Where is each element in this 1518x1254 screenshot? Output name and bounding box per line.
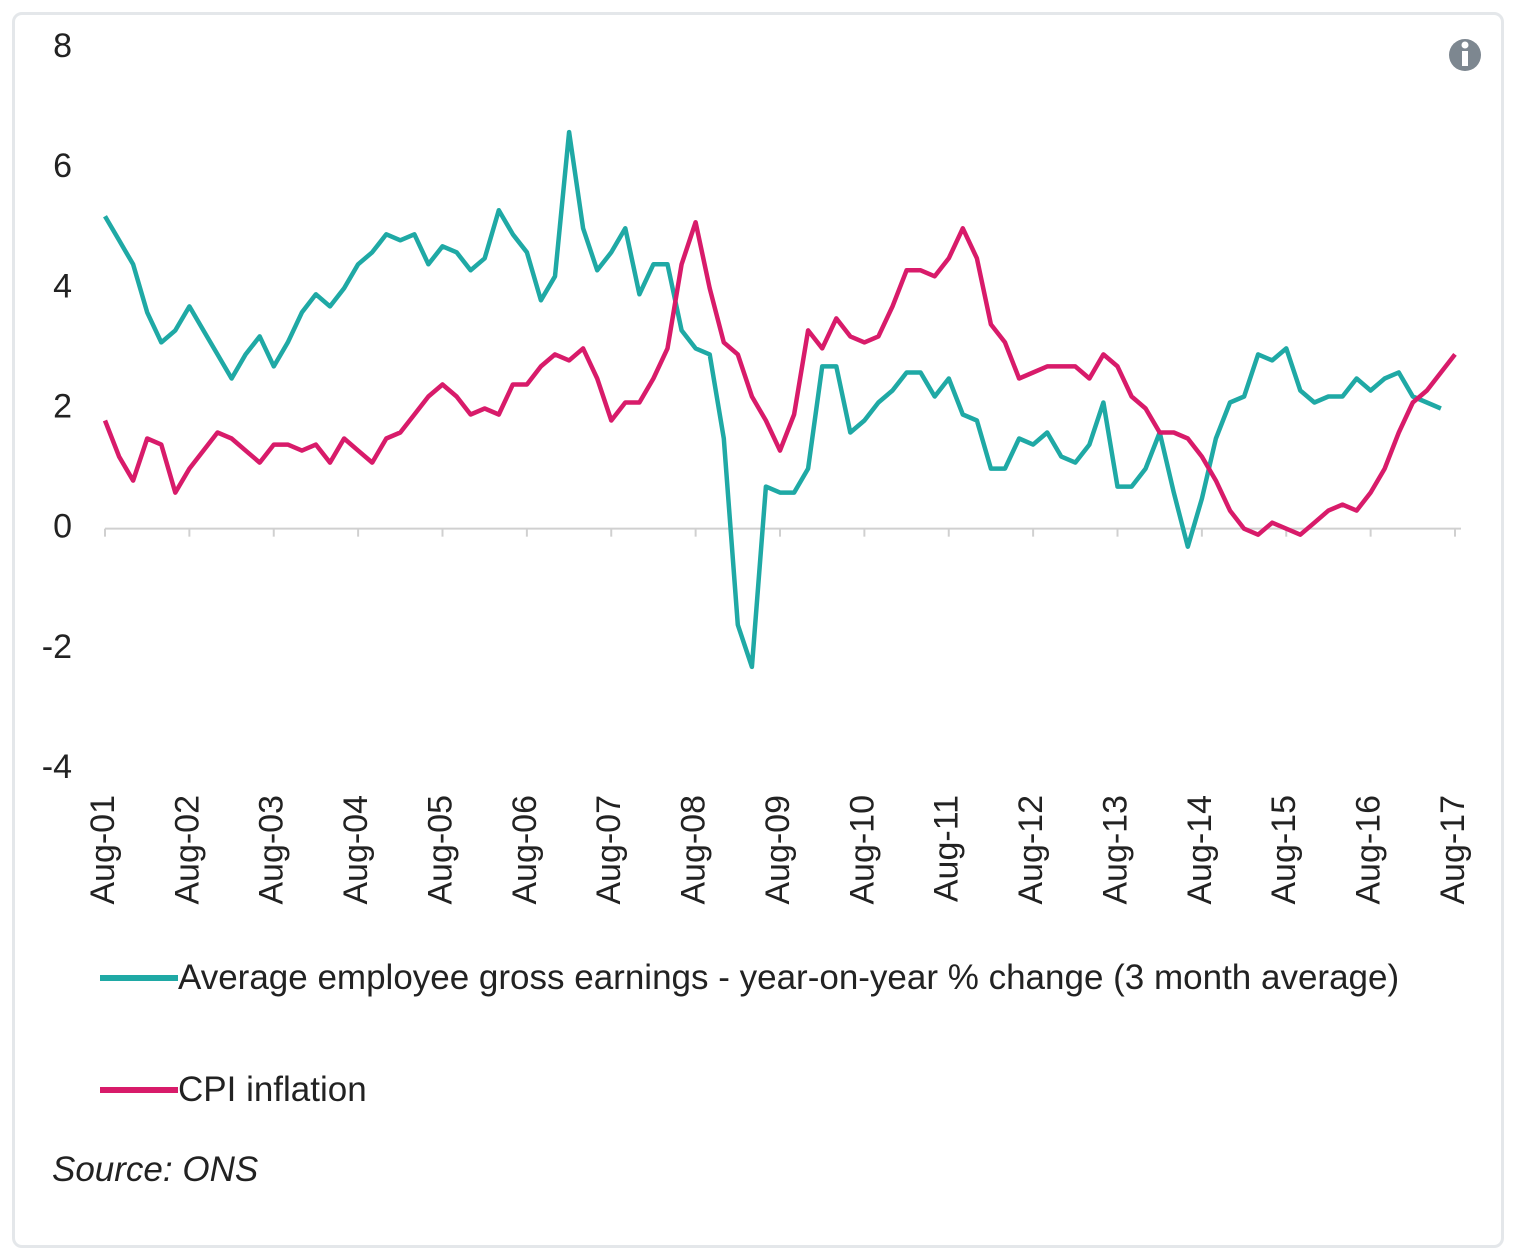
x-tick-label: Aug-14 — [1181, 795, 1219, 905]
series-line — [102, 219, 1457, 537]
card — [12, 12, 1504, 1248]
x-tick-label: Aug-01 — [84, 795, 122, 905]
y-tick-label: 2 — [53, 387, 72, 425]
legend-label: Average employee gross earnings - year-o… — [178, 958, 1400, 997]
x-tick-label: Aug-02 — [168, 795, 206, 905]
source: Source: ONS — [52, 1150, 259, 1189]
x-tick-label: Aug-11 — [928, 795, 966, 902]
x-tick-label: Aug-07 — [590, 795, 628, 905]
y-tick-label: 4 — [53, 267, 72, 305]
x-tick-label: Aug-08 — [675, 795, 713, 905]
legend-entry: CPI inflation — [100, 1070, 1430, 1110]
y-tick-label: 0 — [53, 508, 72, 546]
legend-swatch — [100, 975, 178, 981]
x-tick-label: Aug-15 — [1265, 795, 1303, 905]
y-tick-label: 6 — [53, 147, 72, 185]
legend-entry: Average employee gross earnings - year-o… — [100, 958, 1430, 998]
legend-swatch — [100, 1087, 178, 1093]
x-tick-label: Aug-06 — [506, 795, 544, 905]
y-tick-label: -2 — [42, 628, 72, 666]
info-icon-dot — [1461, 41, 1469, 49]
y-tick-label: -4 — [42, 748, 72, 786]
x-tick-label: Aug-12 — [1012, 795, 1050, 905]
x-tick-label: Aug-10 — [843, 795, 881, 905]
x-tick-label: Aug-17 — [1434, 795, 1472, 905]
info-icon-bar — [1462, 51, 1468, 66]
series-line — [103, 129, 1442, 670]
x-tick-label: Aug-09 — [759, 795, 797, 905]
x-tick-label: Aug-16 — [1350, 795, 1388, 905]
legend-label: CPI inflation — [178, 1070, 367, 1109]
y-tick-label: 8 — [53, 27, 72, 65]
x-tick-label: Aug-13 — [1096, 795, 1134, 905]
x-tick-label: Aug-03 — [253, 795, 291, 905]
x-tick-label: Aug-04 — [337, 795, 375, 905]
x-tick-label: Aug-05 — [421, 795, 459, 905]
